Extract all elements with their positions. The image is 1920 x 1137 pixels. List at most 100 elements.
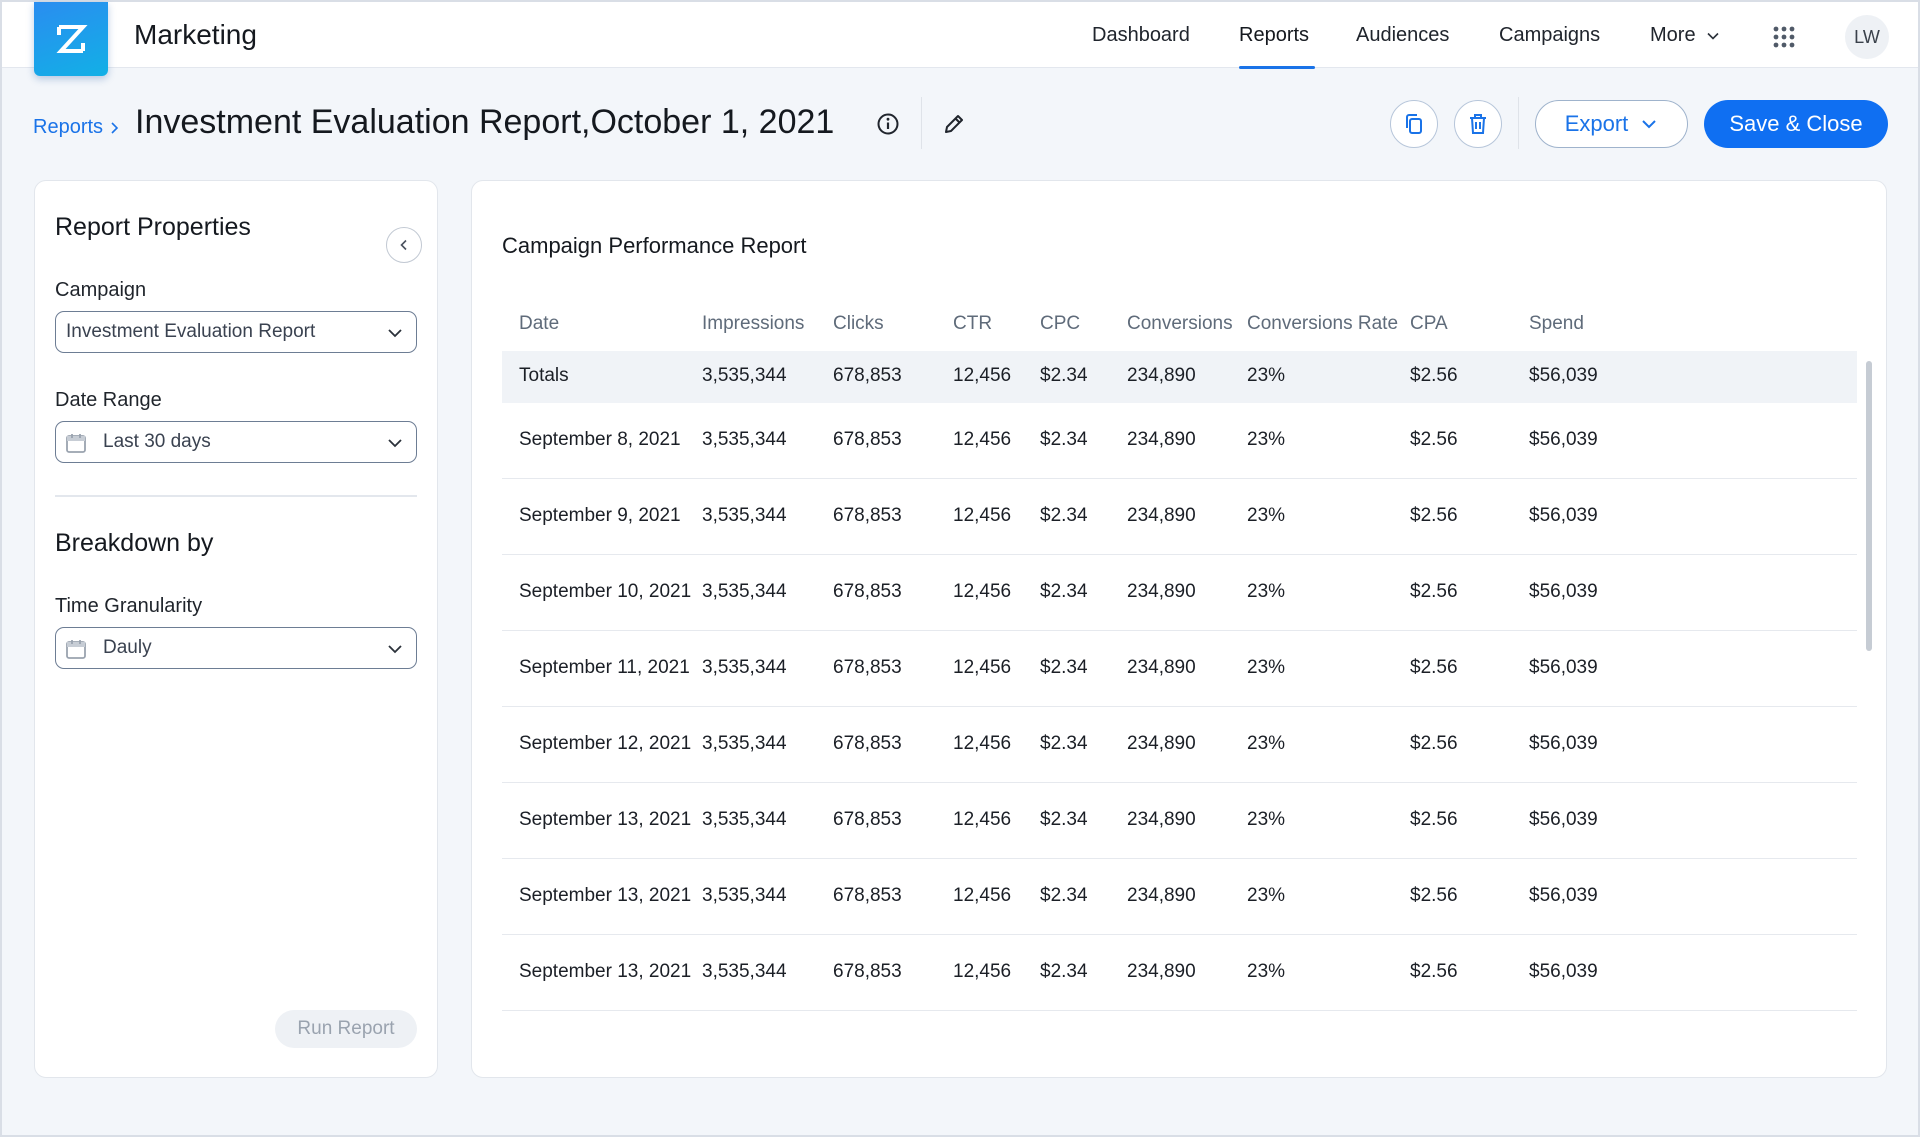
table-cell: 12,456 xyxy=(953,733,1012,754)
breakdown-title: Breakdown by xyxy=(55,529,214,557)
table-row: September 12, 2021 3,535,344 678,853 12,456… xyxy=(502,707,1857,783)
table-cell: $56,039 xyxy=(1529,885,1598,906)
column-header[interactable]: Conversions xyxy=(1127,313,1233,334)
table-cell: $56,039 xyxy=(1529,657,1598,678)
collapse-panel-button[interactable] xyxy=(386,227,422,263)
column-header[interactable]: CTR xyxy=(953,313,993,334)
breadcrumb-reports[interactable]: Reports xyxy=(33,116,104,138)
table-cell: September 12, 2021 xyxy=(519,733,692,754)
report-properties-panel: Report Properties Campaign Investment Ev… xyxy=(34,180,438,1078)
table-cell: $2.56 xyxy=(1410,657,1458,678)
column-header[interactable]: CPC xyxy=(1040,313,1081,334)
granularity-select-value: Dauly xyxy=(103,637,152,658)
table-cell: $2.34 xyxy=(1040,365,1088,386)
table-cell: 678,853 xyxy=(833,733,902,754)
column-header[interactable]: Impressions xyxy=(702,313,805,334)
column-header[interactable]: Date xyxy=(519,313,560,334)
chevron-right-icon xyxy=(111,121,119,134)
table-scrollbar[interactable] xyxy=(1866,361,1872,651)
table-cell: $2.56 xyxy=(1410,885,1458,906)
nav-more[interactable]: More xyxy=(1650,24,1720,47)
delete-button[interactable] xyxy=(1454,100,1502,148)
date-range-select[interactable]: Last 30 days xyxy=(55,421,417,463)
column-header[interactable]: Conversions Rate xyxy=(1247,313,1399,334)
table-cell: $2.56 xyxy=(1410,809,1458,830)
table-cell: $56,039 xyxy=(1529,733,1598,754)
save-close-button[interactable]: Save & Close xyxy=(1704,100,1888,148)
table-cell: 12,456 xyxy=(953,961,1012,982)
table-cell: 3,535,344 xyxy=(702,657,787,678)
column-header[interactable]: Clicks xyxy=(833,313,884,334)
table-cell: 3,535,344 xyxy=(702,733,787,754)
info-icon[interactable] xyxy=(876,112,900,136)
chevron-down-icon xyxy=(388,645,402,654)
table-cell: September 11, 2021 xyxy=(519,657,690,678)
table-cell: $56,039 xyxy=(1529,505,1598,526)
table-cell: 23% xyxy=(1247,733,1286,754)
user-avatar[interactable]: LW xyxy=(1845,15,1889,59)
table-cell: 3,535,344 xyxy=(702,505,787,526)
table-cell: $2.34 xyxy=(1040,581,1088,602)
table-row: September 9, 2021 3,535,344 678,853 12,456 $… xyxy=(502,479,1857,555)
table-cell: 12,456 xyxy=(953,657,1012,678)
copy-button[interactable] xyxy=(1390,100,1438,148)
table-row: September 11, 2021 3,535,344 678,853 12,456… xyxy=(502,631,1857,707)
granularity-select[interactable]: Dauly xyxy=(55,627,417,669)
table-cell: 23% xyxy=(1247,657,1286,678)
table-cell: September 9, 2021 xyxy=(519,505,681,526)
breadcrumb[interactable]: Reports xyxy=(33,116,121,139)
table-cell: 12,456 xyxy=(953,581,1012,602)
nav-active-indicator xyxy=(1239,66,1315,69)
report-panel: Campaign Performance Report Date Impressi… xyxy=(471,180,1887,1078)
table-cell: September 10, 2021 xyxy=(519,581,692,602)
table-cell: September 13, 2021 xyxy=(519,809,692,830)
table-row: September 13, 2021 3,535,344 678,853 12,456… xyxy=(502,859,1857,935)
column-header[interactable]: Spend xyxy=(1529,313,1584,334)
nav-reports[interactable]: Reports xyxy=(1239,24,1310,46)
table-cell: $2.56 xyxy=(1410,961,1458,982)
table-cell: 234,890 xyxy=(1127,581,1196,602)
report-table: Date Impressions Clicks CTR CPC Conversions Co… xyxy=(502,299,1857,1011)
grid-icon[interactable] xyxy=(1773,26,1795,48)
totals-row: Totals 3,535,344 678,853 12,456 $2.34 234,890… xyxy=(502,351,1857,403)
calendar-icon xyxy=(66,434,86,453)
table-cell: $56,039 xyxy=(1529,961,1598,982)
table-cell: 23% xyxy=(1247,365,1286,386)
column-header[interactable]: CPA xyxy=(1410,313,1448,334)
nav-more-label: More xyxy=(1650,24,1696,46)
table-cell: $56,039 xyxy=(1529,365,1598,386)
table-cell: 23% xyxy=(1247,505,1286,526)
title-divider xyxy=(921,97,922,149)
table-cell: 23% xyxy=(1247,885,1286,906)
run-report-button[interactable]: Run Report xyxy=(275,1010,417,1048)
export-button[interactable]: Export xyxy=(1535,100,1688,148)
table-cell: 234,890 xyxy=(1127,733,1196,754)
table-cell: $2.34 xyxy=(1040,809,1088,830)
table-cell: $2.34 xyxy=(1040,657,1088,678)
top-bar: Marketing Dashboard Reports Audiences Ca… xyxy=(2,2,1918,76)
report-title: Campaign Performance Report xyxy=(502,233,807,258)
campaign-select[interactable]: Investment Evaluation Report xyxy=(55,311,417,353)
chevron-down-icon xyxy=(1707,32,1719,40)
table-cell: 12,456 xyxy=(953,429,1012,450)
nav-audiences[interactable]: Audiences xyxy=(1356,24,1450,46)
table-cell: 678,853 xyxy=(833,961,902,982)
table-cell: $56,039 xyxy=(1529,809,1598,830)
table-cell: 234,890 xyxy=(1127,885,1196,906)
granularity-label: Time Granularity xyxy=(55,595,203,617)
table-cell: $2.34 xyxy=(1040,429,1088,450)
nav-campaigns[interactable]: Campaigns xyxy=(1499,24,1601,46)
table-cell: September 13, 2021 xyxy=(519,885,692,906)
table-cell: 12,456 xyxy=(953,505,1012,526)
table-cell: 678,853 xyxy=(833,365,902,386)
table-cell: Totals xyxy=(519,365,569,386)
table-cell: $56,039 xyxy=(1529,429,1598,450)
z-logo-icon[interactable] xyxy=(34,2,108,76)
nav-dashboard[interactable]: Dashboard xyxy=(1092,24,1190,46)
table-row: September 10, 2021 3,535,344 678,853 12,456… xyxy=(502,555,1857,631)
table-cell: 3,535,344 xyxy=(702,581,787,602)
table-cell: $56,039 xyxy=(1529,581,1598,602)
table-cell: 234,890 xyxy=(1127,505,1196,526)
pencil-icon[interactable] xyxy=(942,112,966,136)
